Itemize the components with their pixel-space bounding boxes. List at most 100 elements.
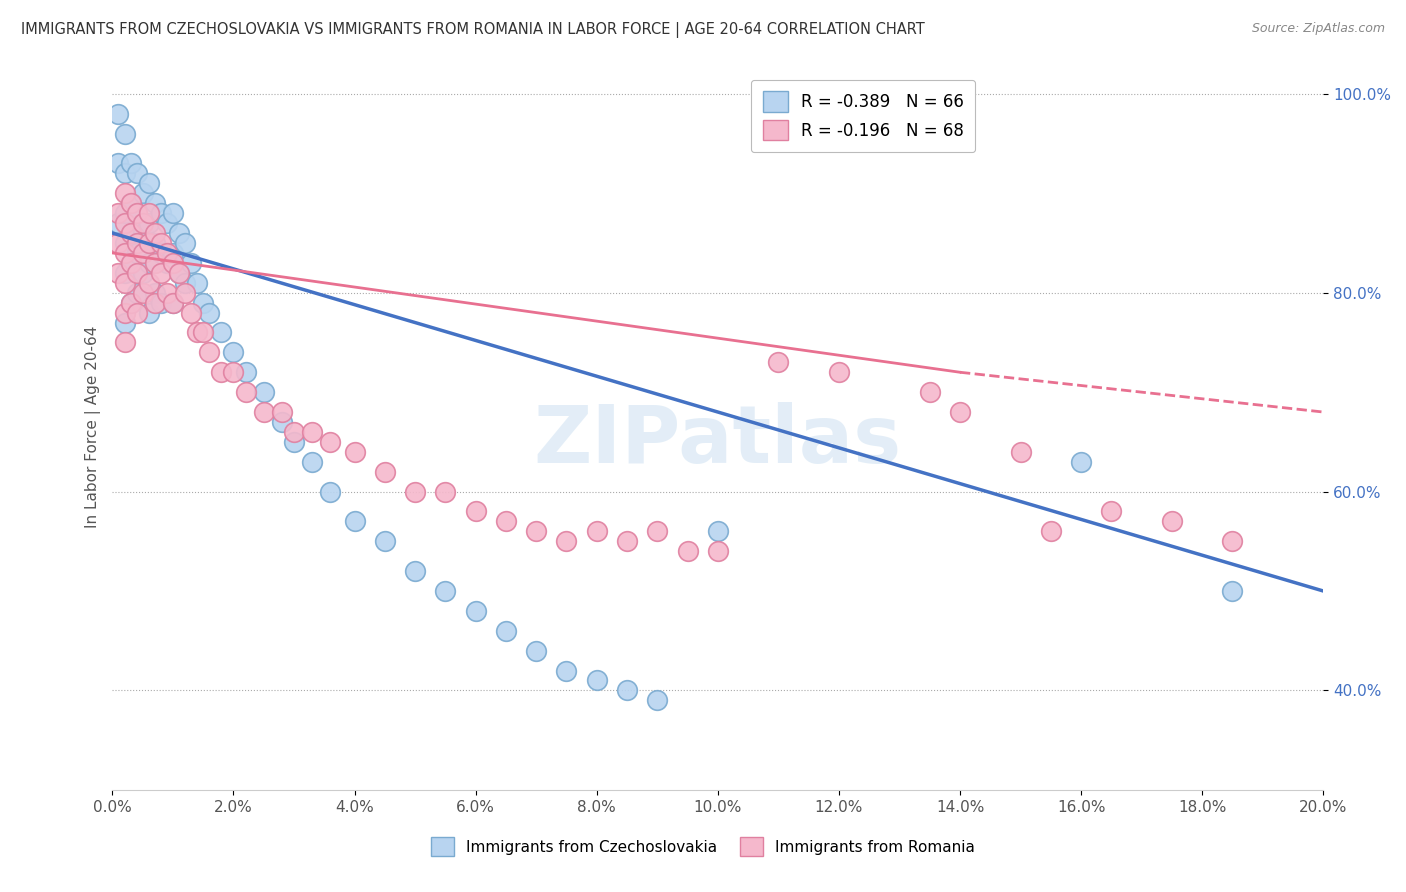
Point <box>156 216 179 230</box>
Y-axis label: In Labor Force | Age 20-64: In Labor Force | Age 20-64 <box>86 326 101 528</box>
Point <box>149 246 172 260</box>
Point <box>374 465 396 479</box>
Point <box>149 235 172 250</box>
Point <box>301 425 323 439</box>
Point <box>555 664 578 678</box>
Point <box>198 345 221 359</box>
Point <box>131 266 153 280</box>
Point <box>1222 584 1244 599</box>
Point <box>1010 445 1032 459</box>
Point <box>193 326 215 340</box>
Point <box>138 235 160 250</box>
Point <box>143 226 166 240</box>
Point <box>131 285 153 300</box>
Point <box>1099 504 1122 518</box>
Point <box>645 524 668 539</box>
Point <box>162 256 184 270</box>
Point <box>120 156 142 170</box>
Point <box>707 524 730 539</box>
Point <box>167 226 190 240</box>
Point <box>114 335 136 350</box>
Point <box>131 216 153 230</box>
Point <box>271 415 294 429</box>
Point <box>616 534 638 549</box>
Point <box>616 683 638 698</box>
Point <box>143 285 166 300</box>
Point <box>114 235 136 250</box>
Point <box>114 166 136 180</box>
Point <box>464 504 486 518</box>
Point <box>131 246 153 260</box>
Point <box>186 326 208 340</box>
Point <box>174 276 197 290</box>
Point <box>768 355 790 369</box>
Point <box>495 515 517 529</box>
Point <box>138 206 160 220</box>
Point <box>167 266 190 280</box>
Point <box>555 534 578 549</box>
Point <box>180 305 202 319</box>
Point <box>167 266 190 280</box>
Point <box>114 266 136 280</box>
Point <box>125 206 148 220</box>
Point <box>138 305 160 319</box>
Point <box>125 305 148 319</box>
Point <box>107 107 129 121</box>
Point <box>143 295 166 310</box>
Point <box>125 246 148 260</box>
Point <box>120 256 142 270</box>
Point <box>120 256 142 270</box>
Text: IMMIGRANTS FROM CZECHOSLOVAKIA VS IMMIGRANTS FROM ROMANIA IN LABOR FORCE | AGE 2: IMMIGRANTS FROM CZECHOSLOVAKIA VS IMMIGR… <box>21 22 925 38</box>
Point <box>143 235 166 250</box>
Point <box>319 484 342 499</box>
Point <box>114 127 136 141</box>
Point <box>828 365 851 379</box>
Point <box>138 276 160 290</box>
Point <box>495 624 517 638</box>
Point <box>114 316 136 330</box>
Point <box>107 266 129 280</box>
Point <box>143 196 166 211</box>
Point <box>125 266 148 280</box>
Point <box>209 326 232 340</box>
Point <box>209 365 232 379</box>
Point <box>125 285 148 300</box>
Point <box>149 206 172 220</box>
Point <box>125 235 148 250</box>
Point <box>676 544 699 558</box>
Point <box>1161 515 1184 529</box>
Point <box>585 524 607 539</box>
Point <box>434 584 457 599</box>
Point <box>114 276 136 290</box>
Point <box>707 544 730 558</box>
Point <box>125 206 148 220</box>
Legend: Immigrants from Czechoslovakia, Immigrants from Romania: Immigrants from Czechoslovakia, Immigran… <box>425 831 981 862</box>
Point <box>120 226 142 240</box>
Point <box>343 515 366 529</box>
Point <box>193 295 215 310</box>
Point <box>107 206 129 220</box>
Text: Source: ZipAtlas.com: Source: ZipAtlas.com <box>1251 22 1385 36</box>
Point <box>319 434 342 449</box>
Point <box>174 235 197 250</box>
Point <box>156 256 179 270</box>
Point <box>524 643 547 657</box>
Point <box>464 604 486 618</box>
Point <box>1039 524 1062 539</box>
Text: ZIPatlas: ZIPatlas <box>534 402 903 481</box>
Point <box>138 177 160 191</box>
Point <box>434 484 457 499</box>
Point <box>198 305 221 319</box>
Point <box>645 693 668 707</box>
Point <box>149 295 172 310</box>
Point <box>404 484 426 499</box>
Point <box>149 266 172 280</box>
Point <box>235 385 257 400</box>
Point <box>162 206 184 220</box>
Point <box>138 256 160 270</box>
Point <box>235 365 257 379</box>
Point <box>374 534 396 549</box>
Point <box>120 295 142 310</box>
Point <box>1222 534 1244 549</box>
Point <box>918 385 941 400</box>
